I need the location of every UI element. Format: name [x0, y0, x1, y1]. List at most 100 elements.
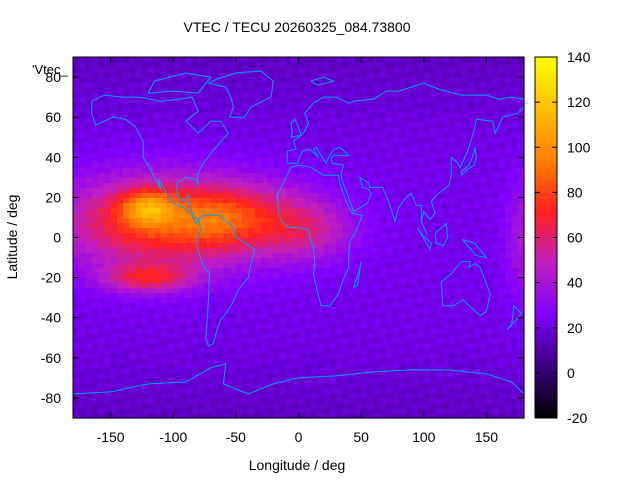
heatmap-cell	[448, 137, 456, 143]
chart-title: VTEC / TECU 20260325_084.73800	[183, 19, 410, 35]
heatmap-cell	[148, 267, 156, 274]
heatmap-cell	[173, 302, 181, 309]
heatmap-cell	[260, 272, 268, 279]
heatmap-cell	[423, 312, 431, 319]
heatmap-cell	[173, 382, 181, 389]
heatmap-cell	[210, 302, 218, 309]
heatmap-cell	[73, 402, 80, 409]
heatmap-cell	[192, 142, 199, 148]
heatmap-cell	[210, 387, 218, 394]
heatmap-cell	[404, 217, 412, 224]
heatmap-cell	[217, 207, 224, 214]
heatmap-cell	[342, 207, 350, 214]
heatmap-cell	[148, 302, 156, 309]
heatmap-cell	[242, 162, 249, 168]
heatmap-cell	[486, 157, 494, 163]
heatmap-cell	[98, 152, 105, 158]
heatmap-cell	[179, 382, 187, 389]
heatmap-cell	[473, 147, 481, 153]
heatmap-cell	[235, 142, 243, 148]
heatmap-cell	[129, 182, 137, 188]
heatmap-cell	[223, 362, 231, 369]
heatmap-cell	[154, 287, 162, 294]
heatmap-cell	[91, 407, 99, 414]
heatmap-cell	[361, 72, 368, 78]
heatmap-cell	[148, 182, 156, 188]
heatmap-cell	[160, 147, 168, 153]
heatmap-cell	[98, 342, 105, 349]
heatmap-cell	[480, 367, 488, 374]
heatmap-cell	[173, 387, 181, 394]
heatmap-cell	[267, 277, 275, 284]
heatmap-cell	[192, 247, 199, 254]
heatmap-cell	[336, 212, 343, 219]
heatmap-cell	[129, 272, 137, 279]
heatmap-cell	[467, 112, 475, 118]
heatmap-cell	[423, 252, 431, 259]
heatmap-cell	[354, 382, 362, 389]
heatmap-cell	[361, 137, 368, 143]
heatmap-cell	[217, 167, 224, 173]
heatmap-cell	[361, 252, 368, 259]
heatmap-cell	[505, 97, 513, 103]
heatmap-cell	[480, 112, 488, 118]
heatmap-cell	[166, 402, 174, 409]
heatmap-cell	[448, 217, 456, 224]
heatmap-cell	[185, 302, 193, 309]
heatmap-cell	[386, 327, 394, 334]
heatmap-cell	[317, 197, 325, 203]
heatmap-cell	[235, 282, 243, 289]
heatmap-cell	[273, 407, 281, 414]
heatmap-cell	[273, 72, 281, 78]
heatmap-cell	[223, 152, 231, 158]
heatmap-cell	[235, 257, 243, 264]
heatmap-cell	[373, 82, 381, 88]
heatmap-cell	[223, 257, 231, 264]
heatmap-cell	[292, 182, 300, 188]
heatmap-cell	[342, 337, 350, 344]
heatmap-cell	[392, 402, 400, 409]
heatmap-cell	[285, 397, 293, 404]
heatmap-cell	[123, 162, 130, 168]
heatmap-cell	[461, 407, 469, 414]
heatmap-cell	[411, 217, 419, 224]
heatmap-cell	[229, 242, 237, 249]
heatmap-cell	[242, 407, 249, 414]
heatmap-cell	[160, 252, 168, 259]
heatmap-cell	[273, 377, 281, 384]
heatmap-cell	[398, 382, 406, 389]
heatmap-cell	[442, 197, 450, 203]
heatmap-cell	[210, 187, 218, 193]
heatmap-cell	[386, 92, 394, 98]
heatmap-cell	[79, 92, 87, 98]
heatmap-cell	[511, 242, 519, 249]
heatmap-cell	[292, 142, 300, 148]
heatmap-cell	[423, 87, 431, 93]
heatmap-cell	[386, 357, 394, 364]
heatmap-cell	[248, 117, 256, 123]
heatmap-cell	[367, 112, 375, 118]
heatmap-cell	[505, 372, 513, 379]
heatmap-cell	[354, 152, 362, 158]
heatmap-cell	[73, 392, 80, 399]
heatmap-cell	[379, 367, 387, 374]
heatmap-cell	[110, 352, 118, 359]
heatmap-cell	[79, 267, 87, 274]
heatmap-cell	[217, 412, 224, 419]
heatmap-cell	[348, 137, 356, 143]
heatmap-cell	[342, 282, 350, 289]
heatmap-cell	[342, 107, 350, 113]
heatmap-cell	[223, 307, 231, 314]
heatmap-cell	[480, 82, 488, 88]
heatmap-cell	[229, 387, 237, 394]
heatmap-cell	[148, 77, 156, 83]
heatmap-cell	[423, 162, 431, 168]
heatmap-cell	[505, 412, 513, 419]
heatmap-cell	[123, 337, 130, 344]
heatmap-cell	[148, 332, 156, 339]
heatmap-cell	[254, 87, 262, 93]
heatmap-cell	[242, 312, 249, 319]
heatmap-cell	[198, 192, 206, 198]
heatmap-cell	[135, 192, 143, 198]
heatmap-cell	[160, 377, 168, 384]
